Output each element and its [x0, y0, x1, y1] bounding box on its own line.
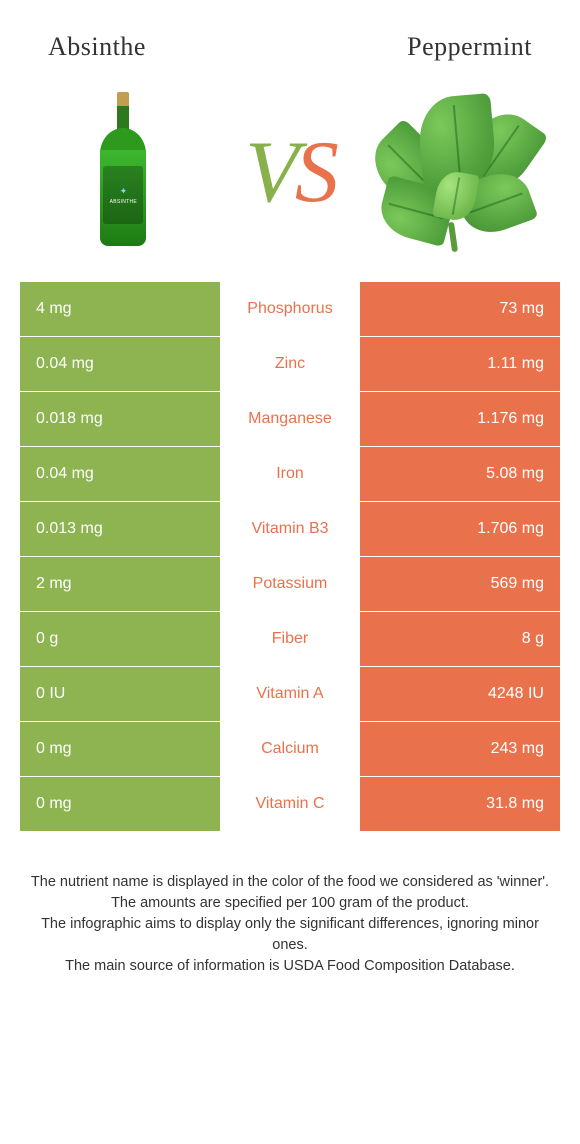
images-row: ✦ABSINTHE VS [0, 62, 580, 282]
left-value: 2 mg [20, 557, 220, 611]
right-value: 1.176 mg [360, 392, 560, 446]
left-food-title: Absinthe [48, 32, 146, 62]
left-value: 0 mg [20, 777, 220, 831]
table-row: 0.04 mgIron5.08 mg [20, 447, 560, 502]
right-value: 1.706 mg [360, 502, 560, 556]
header: Absinthe Peppermint [0, 0, 580, 62]
right-value: 4248 IU [360, 667, 560, 721]
nutrient-name: Zinc [220, 337, 360, 391]
nutrient-name: Manganese [220, 392, 360, 446]
vs-s: S [295, 124, 335, 221]
right-value: 1.11 mg [360, 337, 560, 391]
table-row: 0.018 mgManganese1.176 mg [20, 392, 560, 447]
left-value: 0 g [20, 612, 220, 666]
nutrient-name: Potassium [220, 557, 360, 611]
right-food-title: Peppermint [407, 32, 532, 62]
comparison-table: 4 mgPhosphorus73 mg0.04 mgZinc1.11 mg0.0… [20, 282, 560, 832]
left-value: 0 IU [20, 667, 220, 721]
peppermint-leaves-icon [372, 82, 542, 262]
right-value: 73 mg [360, 282, 560, 336]
footer-line: The nutrient name is displayed in the co… [30, 872, 550, 893]
footer-notes: The nutrient name is displayed in the co… [0, 832, 580, 977]
vs-label: VS [245, 122, 335, 223]
right-value: 5.08 mg [360, 447, 560, 501]
footer-line: The amounts are specified per 100 gram o… [30, 893, 550, 914]
table-row: 0 IUVitamin A4248 IU [20, 667, 560, 722]
table-row: 0 mgVitamin C31.8 mg [20, 777, 560, 832]
nutrient-name: Calcium [220, 722, 360, 776]
left-value: 4 mg [20, 282, 220, 336]
table-row: 4 mgPhosphorus73 mg [20, 282, 560, 337]
right-value: 243 mg [360, 722, 560, 776]
footer-line: The main source of information is USDA F… [30, 956, 550, 977]
left-value: 0.013 mg [20, 502, 220, 556]
table-row: 0 gFiber8 g [20, 612, 560, 667]
absinthe-bottle-icon: ✦ABSINTHE [38, 82, 208, 262]
right-value: 31.8 mg [360, 777, 560, 831]
table-row: 0.013 mgVitamin B31.706 mg [20, 502, 560, 557]
left-value: 0.04 mg [20, 337, 220, 391]
footer-line: The infographic aims to display only the… [30, 914, 550, 956]
nutrient-name: Fiber [220, 612, 360, 666]
nutrient-name: Vitamin C [220, 777, 360, 831]
nutrient-name: Phosphorus [220, 282, 360, 336]
nutrient-name: Vitamin A [220, 667, 360, 721]
vs-v: V [245, 124, 295, 221]
right-value: 8 g [360, 612, 560, 666]
left-value: 0.018 mg [20, 392, 220, 446]
table-row: 0.04 mgZinc1.11 mg [20, 337, 560, 392]
nutrient-name: Iron [220, 447, 360, 501]
left-value: 0.04 mg [20, 447, 220, 501]
left-value: 0 mg [20, 722, 220, 776]
nutrient-name: Vitamin B3 [220, 502, 360, 556]
right-value: 569 mg [360, 557, 560, 611]
table-row: 0 mgCalcium243 mg [20, 722, 560, 777]
table-row: 2 mgPotassium569 mg [20, 557, 560, 612]
